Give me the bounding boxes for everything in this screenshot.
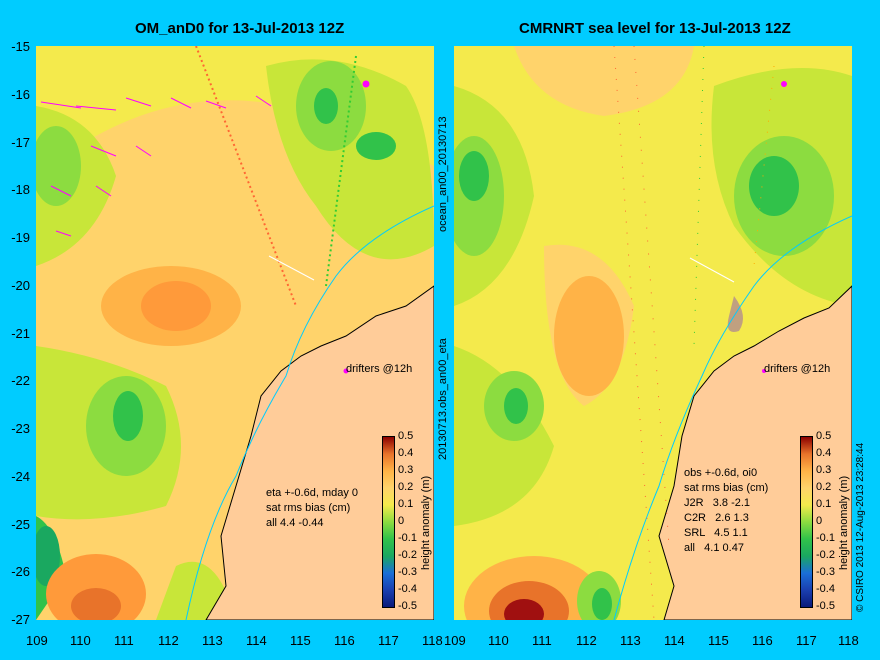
- cb-tick: 0.1: [816, 498, 832, 510]
- cb-tick: 0: [816, 515, 823, 527]
- cb-tick: -0.1: [398, 532, 417, 544]
- cb-tick: 0.3: [816, 464, 832, 476]
- right-colorbar-unit: height anomaly (m): [838, 475, 850, 570]
- y-tick: -18: [11, 182, 30, 197]
- y-tick: -17: [11, 135, 30, 150]
- x-tick: 117: [378, 633, 399, 648]
- cb-tick: 0.4: [816, 447, 832, 459]
- y-tick: -20: [11, 278, 30, 293]
- y-tick: -19: [11, 230, 30, 245]
- y-tick: -22: [11, 373, 30, 388]
- x-tick: 115: [290, 633, 311, 648]
- cb-tick: 0.5: [816, 430, 832, 442]
- drifter-arrows: [40, 80, 370, 374]
- x-tick: 118: [422, 633, 443, 648]
- x-tick: 111: [532, 633, 552, 648]
- cb-tick: -0.2: [398, 549, 417, 561]
- cb-tick: 0.2: [816, 481, 832, 493]
- x-tick: 111: [114, 633, 134, 648]
- x-tick: 110: [488, 633, 509, 648]
- cb-tick: -0.4: [398, 583, 417, 595]
- right-annotation: obs +-0.6d, oi0 sat rms bias (cm) J2R 3.…: [684, 467, 769, 554]
- cb-tick: -0.1: [816, 532, 835, 544]
- x-tick: 113: [620, 633, 641, 648]
- y-tick: -26: [11, 564, 30, 579]
- x-tick: 112: [158, 633, 179, 648]
- side-label-top: ocean_an00_20130713: [437, 116, 449, 232]
- x-tick: 117: [796, 633, 817, 648]
- x-tick: 114: [664, 633, 685, 648]
- cb-tick: -0.5: [816, 600, 835, 612]
- x-tick: 110: [70, 633, 91, 648]
- y-tick: -27: [11, 612, 30, 627]
- y-tick: -21: [11, 326, 30, 341]
- left-colorbar-unit: height anomaly (m): [420, 475, 432, 570]
- x-tick: 116: [334, 633, 355, 648]
- side-label-bottom: 20130713.obs_an00_eta: [437, 338, 449, 460]
- cb-tick: 0.5: [398, 430, 414, 442]
- cb-tick: 0.2: [398, 481, 414, 493]
- copyright-label: © CSIRO 2013 12-Aug-2013 23:28:44: [855, 442, 866, 612]
- x-tick: 113: [202, 633, 223, 648]
- cb-tick: 0.4: [398, 447, 414, 459]
- left-map-field: [36, 46, 434, 620]
- cb-tick: -0.4: [816, 583, 835, 595]
- x-tick: 116: [752, 633, 773, 648]
- x-tick: 118: [838, 633, 859, 648]
- right-map-field: [454, 46, 852, 620]
- x-tick: 114: [246, 633, 267, 648]
- left-map-panel: [36, 46, 434, 620]
- left-drifter-label: drifters @12h: [346, 363, 413, 375]
- right-panel-title: CMRNRT sea level for 13-Jul-2013 12Z: [519, 20, 791, 37]
- right-drifter-label: drifters @12h: [764, 363, 831, 375]
- right-drifters: [762, 81, 787, 373]
- cb-tick: -0.3: [816, 566, 835, 578]
- right-map-panel: [454, 46, 852, 620]
- y-tick: -16: [11, 87, 30, 102]
- left-annotation: eta +-0.6d, mday 0 sat rms bias (cm) all…: [266, 487, 359, 529]
- x-tick: 109: [444, 633, 466, 648]
- right-colorbar: [800, 436, 813, 608]
- cb-tick: 0.3: [398, 464, 414, 476]
- left-colorbar: [382, 436, 395, 608]
- cb-tick: -0.3: [398, 566, 417, 578]
- x-tick: 115: [708, 633, 729, 648]
- x-tick: 112: [576, 633, 597, 648]
- cb-tick: 0.1: [398, 498, 414, 510]
- y-tick: -23: [11, 421, 30, 436]
- y-tick: -24: [11, 469, 30, 484]
- cb-tick: 0: [398, 515, 405, 527]
- cb-tick: -0.5: [398, 600, 417, 612]
- cb-tick: -0.2: [816, 549, 835, 561]
- y-tick: -15: [11, 39, 30, 54]
- left-panel-title: OM_anD0 for 13-Jul-2013 12Z: [135, 20, 345, 37]
- y-tick: -25: [11, 517, 30, 532]
- x-tick: 109: [26, 633, 48, 648]
